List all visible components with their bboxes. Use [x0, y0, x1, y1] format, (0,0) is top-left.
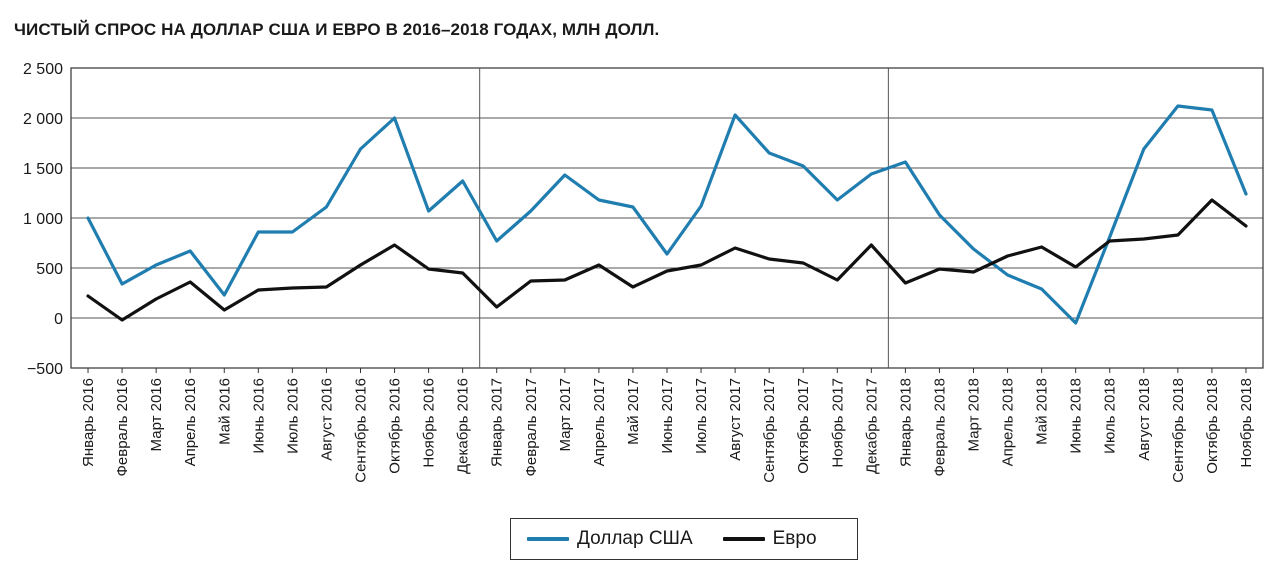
- x-tick-label: Март 2018: [966, 378, 983, 451]
- x-tick-label: Июль 2017: [693, 378, 710, 454]
- x-tick-label: Март 2016: [148, 378, 165, 451]
- legend: Доллар США Евро: [510, 518, 858, 560]
- y-axis-ticks: 2 500 2 000 1 500 1 000 500 0 −500: [23, 61, 63, 378]
- x-tick-label: Декабрь 2017: [863, 378, 880, 474]
- x-tick-label: Июнь 2018: [1068, 378, 1085, 454]
- x-tick-label: Ноябрь 2017: [829, 378, 846, 468]
- x-tick-label: Ноябрь 2016: [421, 378, 438, 468]
- x-tick-label: Июль 2016: [284, 378, 301, 454]
- legend-item-usd: Доллар США: [527, 528, 693, 550]
- x-tick-label: Август 2017: [727, 378, 744, 461]
- legend-label-usd: Доллар США: [577, 528, 693, 549]
- x-tick-label: Апрель 2017: [591, 378, 608, 466]
- y-tick-label: 2 000: [23, 111, 63, 128]
- x-tick-label: Июнь 2017: [659, 378, 676, 454]
- x-tick-label: Декабрь 2016: [455, 378, 472, 474]
- legend-swatch-eur: [722, 537, 765, 541]
- chart-title: ЧИСТЫЙ СПРОС НА ДОЛЛАР США И ЕВРО В 2016…: [14, 20, 660, 39]
- x-tick-label: Январь 2017: [489, 378, 506, 467]
- series-lines: [86, 104, 1248, 325]
- y-tick-label: 1 000: [23, 211, 63, 228]
- x-tick-label: Апрель 2016: [182, 378, 199, 466]
- x-tick-label: Сентябрь 2018: [1170, 378, 1187, 483]
- x-tick-label: Октябрь 2017: [795, 378, 812, 474]
- x-tick-label: Август 2016: [318, 378, 335, 461]
- grid-layer: [70, 67, 1264, 369]
- y-tick-label: 500: [36, 261, 63, 278]
- x-tick-label: Январь 2018: [897, 378, 914, 467]
- x-tick-label: Май 2016: [216, 378, 233, 445]
- y-tick-label: −500: [27, 361, 63, 378]
- line-chart: 2 500 2 000 1 500 1 000 500 0 −500 Январь 2016…: [23, 61, 1264, 483]
- x-tick-label: Июнь 2016: [250, 378, 267, 454]
- x-tick-label: Февраль 2016: [114, 378, 131, 477]
- x-tick-label: Июль 2018: [1102, 378, 1119, 454]
- x-tick-label: Февраль 2017: [523, 378, 540, 477]
- x-tick-label: Сентябрь 2017: [761, 378, 778, 483]
- x-tick-label: Март 2017: [557, 378, 574, 451]
- legend-swatch-usd: [527, 537, 569, 541]
- x-tick-label: Апрель 2018: [1000, 378, 1017, 466]
- x-tick-label: Май 2017: [625, 378, 642, 445]
- x-tick-label: Май 2018: [1034, 378, 1051, 445]
- x-tick-label: Август 2018: [1136, 378, 1153, 461]
- x-tick-label: Октябрь 2016: [387, 378, 404, 474]
- x-tick-label: Ноябрь 2018: [1238, 378, 1255, 468]
- x-tick-label: Октябрь 2018: [1204, 378, 1221, 474]
- x-tick-label: Февраль 2018: [931, 378, 948, 477]
- y-tick-label: 2 500: [23, 61, 63, 78]
- legend-item-eur: Евро: [722, 528, 817, 550]
- y-tick-label: 0: [54, 311, 63, 328]
- x-tick-label: Сентябрь 2016: [352, 378, 369, 483]
- series-line-usd: [86, 104, 1248, 325]
- x-tick-label: Январь 2016: [80, 378, 97, 467]
- x-axis-ticks: Январь 2016 Февраль 2016 Март 2016 Апрель 2…: [80, 368, 1255, 483]
- series-line-eur: [86, 198, 1248, 322]
- y-tick-label: 1 500: [23, 161, 63, 178]
- legend-label-eur: Евро: [772, 528, 817, 549]
